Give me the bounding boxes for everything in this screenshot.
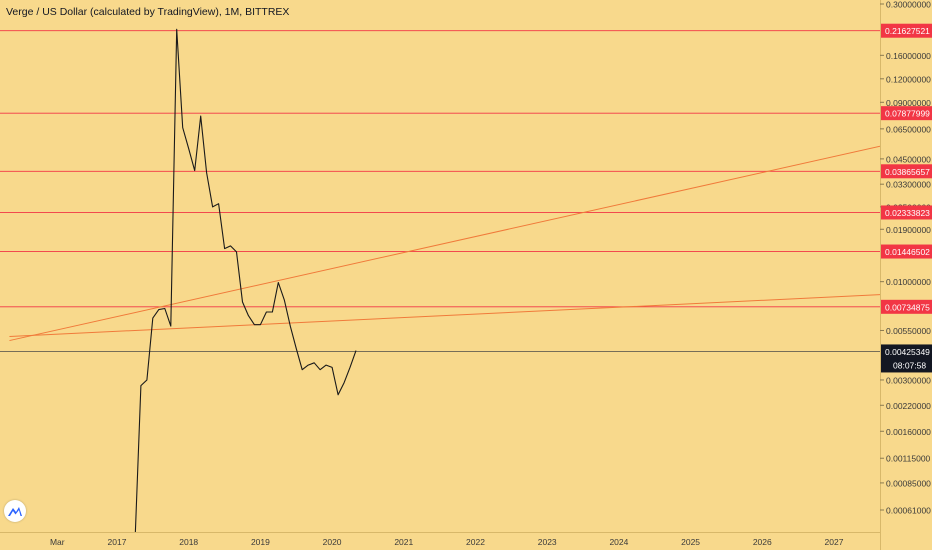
x-tick-label: 2026 bbox=[753, 537, 772, 547]
x-tick-label: 2017 bbox=[108, 537, 127, 547]
level-label: 0.21627521 bbox=[885, 26, 930, 36]
y-tick-label: 0.06500000 bbox=[886, 124, 931, 134]
y-tick-label: 0.09000000 bbox=[886, 98, 931, 108]
y-tick-label: 0.01900000 bbox=[886, 225, 931, 235]
level-label-box bbox=[881, 299, 932, 314]
trend-line bbox=[9, 294, 880, 337]
y-tick-label: 0.12000000 bbox=[886, 74, 931, 84]
x-tick-label: 2020 bbox=[323, 537, 342, 547]
tradingview-logo-icon[interactable] bbox=[4, 500, 26, 522]
y-tick-label: 0.04500000 bbox=[886, 154, 931, 164]
y-tick-label: 0.00061000 bbox=[886, 506, 931, 516]
x-tick-label: 2022 bbox=[466, 537, 485, 547]
x-tick-label: 2024 bbox=[609, 537, 628, 547]
y-tick-label: 0.00300000 bbox=[886, 375, 931, 385]
y-tick-label: 0.01000000 bbox=[886, 277, 931, 287]
level-label-box bbox=[881, 106, 932, 121]
current-price-label: 0.00425349 bbox=[885, 347, 930, 357]
trend-line bbox=[9, 145, 880, 342]
x-tick-label: 2023 bbox=[538, 537, 557, 547]
y-tick-label: 0.30000000 bbox=[886, 0, 931, 10]
level-label: 0.02333823 bbox=[885, 208, 930, 218]
level-label: 0.07877999 bbox=[885, 109, 930, 119]
x-tick-label: Mar bbox=[50, 537, 65, 547]
level-label-box bbox=[881, 244, 932, 259]
x-tick-label: 2025 bbox=[681, 537, 700, 547]
level-label: 0.01446502 bbox=[885, 247, 930, 257]
current-price-box bbox=[881, 344, 932, 373]
y-tick-label: 0.03300000 bbox=[886, 180, 931, 190]
plot-area bbox=[0, 28, 880, 532]
y-tick-label: 0.00115000 bbox=[886, 454, 931, 464]
chart-title: Verge / US Dollar (calculated by Trading… bbox=[6, 6, 290, 18]
x-tick-label: 2021 bbox=[394, 537, 413, 547]
y-tick-label: 0.00085000 bbox=[886, 478, 931, 488]
level-label: 0.03865657 bbox=[885, 167, 930, 177]
x-tick-label: 2018 bbox=[179, 537, 198, 547]
y-tick-label: 0.00550000 bbox=[886, 326, 931, 336]
y-tick-label: 0.00160000 bbox=[886, 427, 931, 437]
y-tick-label: 0.00220000 bbox=[886, 401, 931, 411]
level-label-box bbox=[881, 164, 932, 179]
level-label-box bbox=[881, 23, 932, 38]
x-tick-label: 2019 bbox=[251, 537, 270, 547]
level-label: 0.00734875 bbox=[885, 302, 930, 312]
price-series-line bbox=[134, 28, 357, 532]
countdown-label: 08:07:58 bbox=[893, 360, 926, 370]
level-label-box bbox=[881, 205, 932, 220]
x-tick-label: 2027 bbox=[825, 537, 844, 547]
y-tick-label: 0.16000000 bbox=[886, 51, 931, 61]
